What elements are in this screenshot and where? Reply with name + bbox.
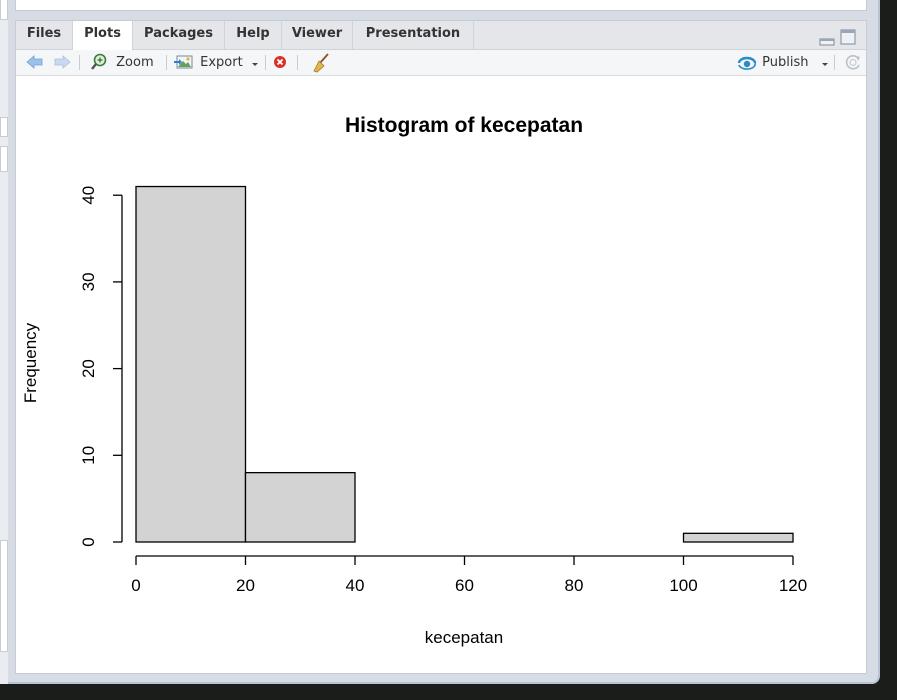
- export-menu-button[interactable]: Export: [174, 50, 260, 75]
- chart-title: Histogram of kecepatan: [345, 114, 583, 137]
- pane-tabbar: Files Plots Packages Help Viewer Present…: [16, 21, 866, 50]
- left-pane-segment: [0, 146, 8, 172]
- histogram-bar: [135, 185, 247, 543]
- plots-pane: Files Plots Packages Help Viewer Present…: [15, 20, 867, 674]
- zoom-label: Zoom: [116, 55, 154, 70]
- tab-files[interactable]: Files: [16, 21, 73, 49]
- refresh-icon: [845, 55, 860, 70]
- y-tick-label: 30: [79, 272, 98, 291]
- x-tick-label: 20: [236, 576, 255, 595]
- x-tick-label: 80: [565, 576, 584, 595]
- x-tick-label: 100: [669, 576, 697, 595]
- x-axis: 0 20 40 60 80 100 120: [131, 555, 807, 595]
- maximize-pane-icon[interactable]: [840, 29, 856, 45]
- publish-menu-button[interactable]: Publish: [736, 50, 831, 75]
- left-pane-segment: [0, 0, 8, 20]
- forward-arrow-icon[interactable]: [54, 50, 72, 75]
- export-image-icon: [174, 55, 193, 69]
- x-tick-label: 60: [455, 576, 474, 595]
- publish-icon: [737, 56, 757, 70]
- publish-label: Publish: [762, 55, 809, 70]
- remove-plot-button[interactable]: [272, 50, 288, 75]
- chevron-down-icon: [821, 63, 828, 66]
- tab-plots[interactable]: Plots: [73, 21, 133, 50]
- plots-toolbar: Zoom Export Publish: [16, 50, 866, 76]
- left-pane-segment: [0, 540, 8, 652]
- broom-icon: [313, 53, 329, 73]
- x-tick-label: 120: [779, 576, 807, 595]
- export-label: Export: [200, 55, 243, 70]
- toolbar-separator: [79, 55, 80, 70]
- toolbar-separator: [297, 55, 298, 70]
- minimize-pane-icon[interactable]: [819, 31, 835, 46]
- left-pane-segment: [0, 117, 8, 137]
- tab-presentation[interactable]: Presentation: [353, 21, 474, 49]
- chevron-down-icon: [251, 63, 258, 66]
- histogram-plot: Histogram of kecepatan Frequency kecepat…: [21, 114, 807, 647]
- x-tick-label: 0: [131, 576, 140, 595]
- magnifier-icon: [91, 53, 107, 70]
- rstudio-window: Files Plots Packages Help Viewer Present…: [0, 0, 880, 684]
- tab-viewer[interactable]: Viewer: [282, 21, 353, 49]
- histogram-bar: [682, 532, 794, 543]
- y-axis: 0 10 20 30 40: [79, 186, 123, 547]
- clear-plots-button[interactable]: [311, 50, 331, 75]
- y-tick-label: 0: [79, 537, 98, 546]
- refresh-plot-button[interactable]: [843, 50, 863, 75]
- y-tick-label: 40: [79, 186, 98, 205]
- y-tick-label: 20: [79, 359, 98, 378]
- tab-help[interactable]: Help: [225, 21, 282, 49]
- tab-packages[interactable]: Packages: [133, 21, 225, 49]
- histogram-bar: [244, 471, 356, 543]
- toolbar-separator: [265, 55, 266, 70]
- toolbar-separator: [834, 55, 835, 70]
- upper-pane: [15, 0, 867, 11]
- histogram-bars: [135, 185, 794, 543]
- toolbar-separator: [166, 55, 167, 70]
- zoom-button[interactable]: Zoom: [90, 50, 154, 75]
- remove-icon: [274, 56, 286, 68]
- left-pane-edge: [0, 0, 8, 684]
- x-tick-label: 40: [346, 576, 365, 595]
- x-axis-label: kecepatan: [425, 628, 503, 647]
- y-tick-label: 10: [79, 446, 98, 465]
- back-arrow-icon[interactable]: [25, 50, 43, 75]
- y-axis-label: Frequency: [21, 322, 40, 403]
